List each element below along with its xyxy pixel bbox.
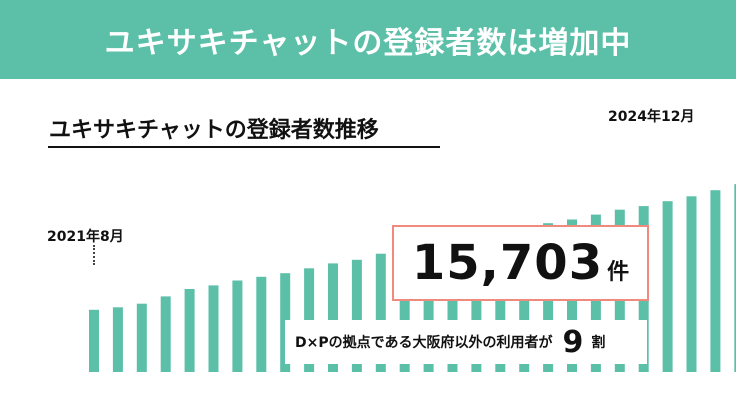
registration-count: 15,703 xyxy=(411,235,604,291)
bar xyxy=(686,196,697,372)
bar xyxy=(328,263,338,372)
bar xyxy=(232,280,243,372)
bar xyxy=(89,309,99,372)
bar xyxy=(256,276,267,372)
bar xyxy=(375,253,386,372)
bar xyxy=(399,248,410,372)
bar xyxy=(734,184,736,372)
note-unit: 割 xyxy=(591,335,606,351)
header-banner: ユキサキチャットの登録者数は増加中 xyxy=(0,0,736,79)
bar xyxy=(710,190,721,372)
note-text: D×Pの拠点である大阪府以外の利用者が xyxy=(295,335,553,351)
bar xyxy=(423,243,434,372)
bar xyxy=(184,289,195,372)
bar xyxy=(471,235,482,372)
bar xyxy=(136,303,147,372)
count-unit: 件 xyxy=(607,260,630,285)
start-date-label: 2021年8月 xyxy=(47,229,124,245)
end-date-label: 2024年12月 xyxy=(608,109,695,125)
bar xyxy=(447,240,458,372)
registration-count-box: 15,703 件 xyxy=(392,225,649,301)
note-number: 9 xyxy=(562,324,584,360)
bar xyxy=(112,307,123,372)
title-underline xyxy=(48,146,440,148)
bar xyxy=(662,201,673,372)
chart-title: ユキサキチャットの登録者数推移 xyxy=(49,118,379,143)
bar xyxy=(208,285,219,372)
bar xyxy=(160,296,171,372)
bar xyxy=(351,259,362,372)
outside-osaka-note: D×Pの拠点である大阪府以外の利用者が 9 割 xyxy=(285,320,647,364)
start-marker xyxy=(93,245,95,265)
bar xyxy=(495,231,506,372)
page-title: ユキサキチャットの登録者数は増加中 xyxy=(104,25,632,61)
